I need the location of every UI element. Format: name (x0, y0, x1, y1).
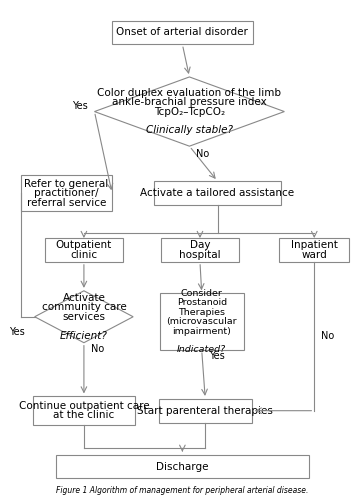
Text: hospital: hospital (179, 250, 221, 260)
Text: Consider: Consider (181, 289, 223, 298)
FancyBboxPatch shape (160, 294, 244, 350)
Text: No: No (91, 344, 104, 353)
FancyBboxPatch shape (21, 176, 112, 211)
Text: impairment): impairment) (172, 326, 231, 336)
Text: Continue outpatient care: Continue outpatient care (19, 401, 149, 411)
Text: No: No (196, 148, 210, 158)
Text: Color duplex evaluation of the limb: Color duplex evaluation of the limb (97, 88, 282, 98)
Text: Start parenteral therapies: Start parenteral therapies (137, 406, 273, 415)
Text: TcpO₂–TcpCO₂: TcpO₂–TcpCO₂ (154, 106, 225, 117)
Text: at the clinic: at the clinic (53, 410, 114, 420)
Polygon shape (35, 291, 133, 343)
Text: Inpatient: Inpatient (291, 240, 338, 250)
Text: Clinically stable?: Clinically stable? (146, 126, 233, 136)
Text: Day: Day (190, 240, 210, 250)
Text: practitioner/: practitioner/ (34, 188, 99, 198)
Text: Therapies: Therapies (178, 308, 225, 317)
Text: Discharge: Discharge (156, 462, 209, 471)
Text: clinic: clinic (70, 250, 97, 260)
FancyBboxPatch shape (154, 182, 281, 205)
Text: ward: ward (301, 250, 327, 260)
Text: referral service: referral service (27, 198, 106, 207)
Text: Prostanoid: Prostanoid (177, 298, 227, 308)
Text: Yes: Yes (9, 326, 25, 336)
FancyBboxPatch shape (45, 238, 123, 262)
FancyBboxPatch shape (279, 238, 349, 262)
Text: Refer to general: Refer to general (24, 178, 108, 188)
Text: Yes: Yes (209, 351, 225, 361)
Text: services: services (62, 312, 105, 322)
Text: Indicated?: Indicated? (177, 346, 226, 354)
FancyBboxPatch shape (112, 20, 253, 44)
Text: ankle-brachial pressure index: ankle-brachial pressure index (112, 97, 267, 107)
Text: Figure 1 Algorithm of management for peripheral arterial disease.: Figure 1 Algorithm of management for per… (56, 486, 309, 495)
FancyBboxPatch shape (56, 454, 309, 478)
Text: Efficient?: Efficient? (60, 330, 108, 340)
Text: Activate: Activate (62, 293, 105, 303)
Text: (microvascular: (microvascular (166, 317, 237, 326)
Text: No: No (321, 332, 335, 342)
Text: Yes: Yes (72, 100, 87, 110)
Text: Activate a tailored assistance: Activate a tailored assistance (140, 188, 295, 198)
FancyBboxPatch shape (158, 399, 252, 422)
FancyBboxPatch shape (161, 238, 239, 262)
Polygon shape (95, 77, 284, 146)
FancyBboxPatch shape (33, 396, 135, 425)
Text: community care: community care (42, 302, 126, 312)
Text: Outpatient: Outpatient (56, 240, 112, 250)
Text: Onset of arterial disorder: Onset of arterial disorder (117, 28, 248, 38)
